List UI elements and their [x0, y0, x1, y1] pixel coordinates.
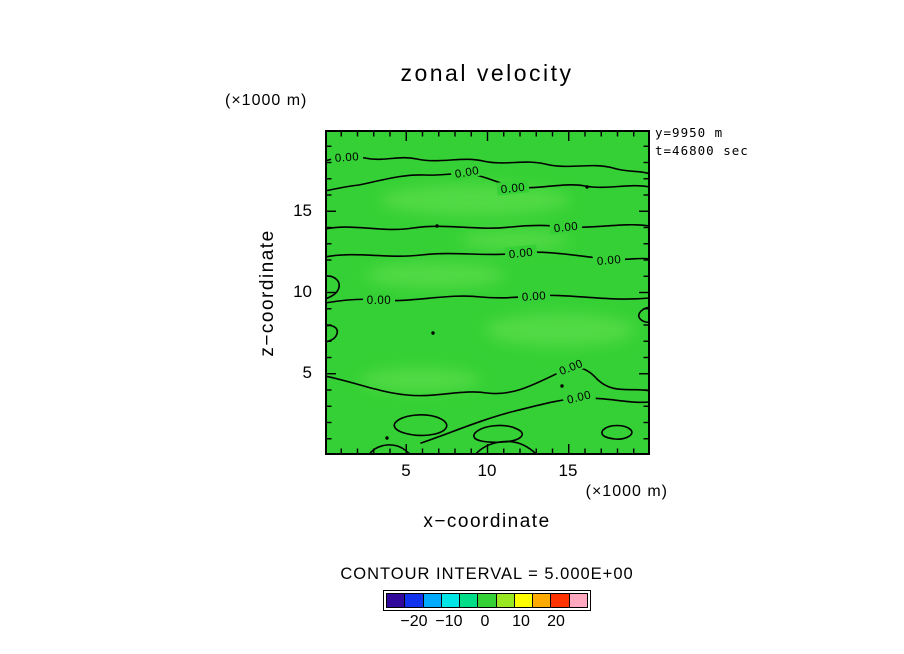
plot-title: zonal velocity: [400, 60, 574, 86]
contour-label: 0.00: [500, 182, 526, 196]
contour-line: [325, 223, 650, 231]
y-tick-label-5: 5: [302, 363, 312, 382]
plot-border: [325, 130, 650, 455]
colorbar-cell: [404, 594, 423, 607]
contour-loop: [601, 424, 633, 440]
x-axis-label: x−coordinate: [423, 511, 551, 532]
contour-labels: 0.00 0.00 0.00 0.00 0.00 0.00 0.00 0.00 …: [330, 148, 626, 407]
contour-dot: [385, 436, 389, 440]
colorbar-tick-label: 0: [480, 613, 490, 630]
colorbar-cell: [550, 594, 569, 607]
colorbar-cell: [532, 594, 551, 607]
contour-label: 0.00: [566, 389, 593, 407]
colorbar-cell: [440, 594, 460, 607]
contour-label: 0.00: [454, 165, 480, 181]
contour-line: [420, 397, 650, 444]
colorbar-cell: [459, 594, 478, 607]
colorbar-tick-label: −20: [400, 613, 428, 630]
contour-label: 0.00: [334, 151, 359, 165]
contour-loop: [325, 275, 340, 300]
y-axis-units-label: (×1000 m): [225, 92, 308, 109]
colorbar-cell: [495, 594, 514, 607]
contour-dot: [431, 331, 435, 335]
y-tick-label-15: 15: [293, 201, 312, 220]
contour-loop: [393, 414, 448, 437]
contour-loop: [473, 424, 523, 444]
colorbar-cell: [513, 594, 533, 607]
colorbar-tick-label: −10: [435, 613, 463, 630]
colorbar-tick-labels: −20 −10 0 10 20: [387, 613, 583, 633]
x-tick-label-5: 5: [401, 461, 411, 480]
axis-tick-marks: [327, 132, 648, 453]
annotation-y-slice: y=9950 m: [655, 125, 724, 140]
colorbar-tick-label: 10: [512, 613, 530, 630]
contour-dot: [560, 384, 564, 388]
contour-label: 0.00: [367, 295, 391, 307]
colorbar-cells: [386, 593, 588, 608]
contour-label: 0.00: [553, 221, 579, 235]
colorbar-cell: [568, 594, 587, 607]
contour-plot: 0.00 0.00 0.00 0.00 0.00 0.00 0.00 0.00 …: [325, 130, 650, 455]
x-axis-units-label: (×1000 m): [585, 483, 668, 500]
y-tick-label-10: 10: [293, 282, 312, 301]
contour-interval-label: CONTOUR INTERVAL = 5.000E+00: [340, 565, 634, 583]
x-tick-label-15: 15: [558, 461, 578, 480]
x-tick-label-10: 10: [477, 461, 497, 480]
field-light-patches: [360, 184, 635, 392]
field-background: 0.00 0.00 0.00 0.00 0.00 0.00 0.00 0.00 …: [325, 130, 650, 455]
contour-dot: [435, 224, 439, 228]
colorbar-cell: [422, 594, 441, 607]
contour-label: 0.00: [508, 247, 534, 261]
colorbar-tick-label: 20: [547, 613, 565, 630]
contour-label: 0.00: [521, 290, 546, 304]
contour-line: [325, 155, 650, 175]
colorbar: [383, 590, 591, 611]
colorbar-cell: [387, 594, 405, 607]
colorbar-cell: [477, 594, 496, 607]
contour-dot: [585, 185, 589, 189]
contour-label: 0.00: [596, 254, 621, 268]
annotation-time: t=46800 sec: [655, 143, 749, 158]
contour-field-svg: 0.00 0.00 0.00 0.00 0.00 0.00 0.00 0.00 …: [325, 130, 650, 455]
contour-line: [325, 366, 650, 397]
